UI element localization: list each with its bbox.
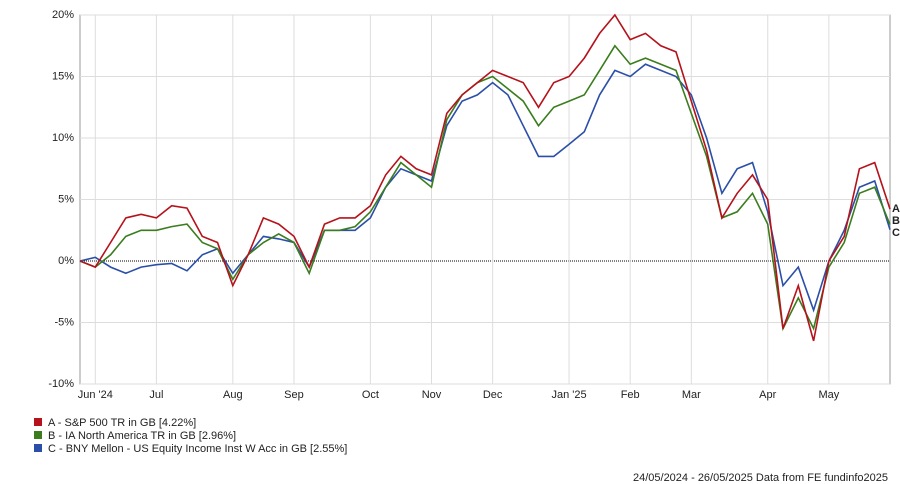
y-tick-label: 15% [52,70,74,82]
series-line [79,63,891,313]
x-tick-label: May [818,389,839,401]
y-tick-label: -10% [48,378,74,390]
x-tick-label: Mar [682,389,701,401]
end-label: B [892,215,900,227]
end-label: A [892,203,900,215]
y-tick-label: 10% [52,132,74,144]
y-tick-label: -5% [54,316,74,328]
x-tick-label: Nov [422,389,442,401]
x-tick-label: Feb [621,389,640,401]
series-line [79,44,891,332]
series-line [79,13,891,342]
x-tick-label: Jun '24 [78,389,113,401]
legend-swatch [34,444,42,452]
x-tick-label: Jul [149,389,163,401]
legend-swatch [34,418,42,426]
x-tick-label: Jan '25 [551,389,586,401]
y-tick-label: 20% [52,9,74,21]
x-tick-label: Sep [284,389,304,401]
legend-label: A - S&P 500 TR in GB [4.22%] [48,417,196,429]
legend-label: B - IA North America TR in GB [2.96%] [48,430,236,442]
y-tick-label: 5% [58,193,74,205]
x-tick-label: Apr [759,389,776,401]
x-tick-label: Dec [483,389,503,401]
end-label: C [892,227,900,239]
footer: 24/05/2024 - 26/05/2025 Data from FE fun… [633,472,888,484]
legend-label: C - BNY Mellon - US Equity Income Inst W… [48,443,347,455]
y-tick-label: 0% [58,255,74,267]
legend-swatch [34,431,42,439]
x-tick-label: Oct [362,389,379,401]
x-tick-label: Aug [223,389,243,401]
